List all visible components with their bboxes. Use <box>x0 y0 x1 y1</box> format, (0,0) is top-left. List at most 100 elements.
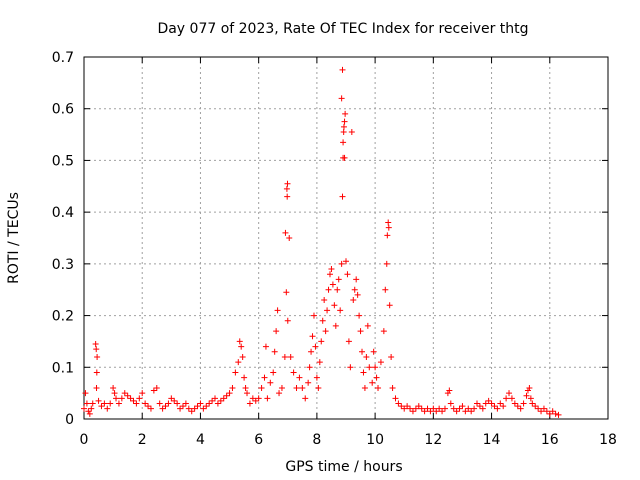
data-point <box>436 405 443 412</box>
x-tick-label: 16 <box>541 432 559 448</box>
data-point <box>232 369 239 376</box>
data-point <box>532 403 539 410</box>
data-point <box>142 400 149 407</box>
data-point <box>308 348 315 355</box>
data-point <box>85 408 92 415</box>
data-point <box>88 405 95 412</box>
data-point <box>524 387 531 394</box>
data-point <box>526 384 533 391</box>
data-point <box>241 374 248 381</box>
data-point <box>315 384 322 391</box>
data-point <box>267 379 274 386</box>
data-point <box>145 403 152 410</box>
data-point <box>415 403 422 410</box>
data-point <box>89 400 96 407</box>
data-point <box>127 395 134 402</box>
data-point <box>479 405 486 412</box>
data-point <box>439 408 446 415</box>
data-point <box>503 395 510 402</box>
data-point <box>115 400 122 407</box>
data-point <box>118 395 125 402</box>
data-point <box>322 328 329 335</box>
data-point <box>341 154 348 161</box>
data-point <box>239 353 246 360</box>
data-point <box>238 343 245 350</box>
data-point <box>261 374 268 381</box>
data-point <box>543 408 550 415</box>
data-point <box>113 395 120 402</box>
data-point <box>107 400 114 407</box>
data-point <box>338 95 345 102</box>
data-point <box>286 235 293 241</box>
data-point <box>370 348 377 355</box>
data-point <box>389 384 396 391</box>
data-point <box>104 405 111 412</box>
data-point <box>372 364 379 371</box>
data-point <box>306 364 313 371</box>
data-point <box>357 328 364 335</box>
data-point <box>331 302 338 309</box>
data-point <box>332 322 339 329</box>
grid <box>84 57 608 419</box>
data-point <box>296 374 303 381</box>
data-point <box>538 408 545 415</box>
data-point <box>93 346 100 353</box>
data-point <box>258 384 265 391</box>
data-point <box>98 403 105 410</box>
data-point <box>491 403 498 410</box>
data-point <box>312 343 319 350</box>
data-point <box>124 392 131 399</box>
data-point <box>344 271 351 278</box>
plot-frame <box>83 56 609 420</box>
data-point <box>456 405 463 412</box>
data-point <box>540 405 547 412</box>
data-point <box>482 400 489 407</box>
data-point <box>339 193 346 200</box>
data-point <box>319 317 326 324</box>
data-point <box>177 405 184 412</box>
data-point <box>418 405 425 412</box>
data-point <box>101 400 108 407</box>
data-point <box>182 400 189 407</box>
y-tick-label: 0.5 <box>52 153 74 169</box>
data-point <box>441 405 448 412</box>
data-point <box>366 364 373 371</box>
data-point <box>310 312 317 319</box>
data-point <box>209 397 216 404</box>
data-point <box>351 286 358 293</box>
data-point <box>447 400 454 407</box>
data-point <box>488 400 495 407</box>
data-point <box>335 276 342 283</box>
data-point <box>284 317 291 324</box>
data-point <box>430 405 437 412</box>
data-point <box>350 297 357 304</box>
chart-title: Day 077 of 2023, Rate Of TEC Index for r… <box>157 21 528 37</box>
data-point <box>511 400 518 407</box>
y-tick-label: 0.6 <box>52 102 74 118</box>
data-point <box>343 258 349 265</box>
data-point <box>203 403 210 410</box>
data-point <box>494 405 501 412</box>
data-point <box>514 403 521 410</box>
x-tick-label: 14 <box>483 432 501 448</box>
data-point <box>388 353 395 360</box>
data-point <box>281 353 288 360</box>
data-point <box>468 408 475 415</box>
data-point <box>380 328 387 335</box>
data-point <box>206 400 213 407</box>
data-point <box>179 403 186 410</box>
data-point <box>324 307 331 314</box>
data-point <box>214 400 221 407</box>
data-point <box>348 128 355 135</box>
data-point <box>133 400 140 407</box>
data-point <box>375 384 382 391</box>
data-point <box>130 397 137 404</box>
data-point <box>200 405 207 412</box>
data-point <box>153 384 160 391</box>
x-tick-label: 2 <box>138 432 147 448</box>
data-point <box>284 180 291 187</box>
data-point <box>255 395 262 402</box>
data-point <box>450 405 457 412</box>
x-tick-label: 0 <box>80 432 89 448</box>
data-point <box>409 408 416 415</box>
